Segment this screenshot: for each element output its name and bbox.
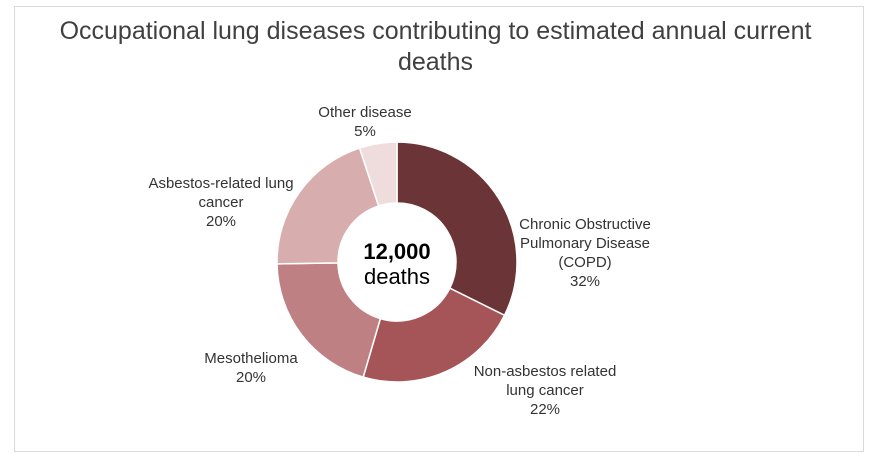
- slice-percent: 32%: [570, 273, 600, 290]
- slice-label-line: lung cancer: [506, 382, 584, 399]
- donut-slice-0: [396, 141, 518, 317]
- slice-percent: 20%: [206, 213, 236, 230]
- slice-label-line: Other disease: [318, 104, 411, 121]
- center-value: 12,000: [363, 239, 430, 264]
- slice-percent: 22%: [530, 401, 560, 418]
- slice-label-3: Asbestos-related lung cancer 20%: [148, 175, 293, 230]
- slice-label-0: Chronic Obstructive Pulmonary Disease (COP…: [519, 216, 651, 290]
- slice-label-line: Mesothelioma: [204, 350, 298, 367]
- donut-slice-3: [276, 147, 380, 265]
- donut-slice-4: [358, 141, 398, 207]
- slice-label-line: Chronic Obstructive: [519, 216, 651, 233]
- slice-label-2: Mesothelioma 20%: [204, 350, 298, 386]
- slice-label-4: Other disease 5%: [318, 104, 411, 140]
- slice-label-line: cancer: [198, 194, 243, 211]
- chart-title: Occupational lung diseases contributing …: [59, 17, 812, 76]
- donut-slice-2: [276, 262, 382, 379]
- slice-label-line: Asbestos-related lung: [148, 175, 293, 192]
- slice-percent: 5%: [354, 123, 376, 140]
- donut-slice-1: [362, 287, 506, 383]
- slice-label-line: Pulmonary Disease: [520, 235, 650, 252]
- slice-label-line: Non-asbestos related: [474, 363, 617, 380]
- center-unit: deaths: [364, 264, 430, 289]
- slice-percent: 20%: [236, 369, 266, 386]
- chart-frame: [14, 6, 864, 452]
- slice-label-line: (COPD): [558, 254, 611, 271]
- slice-label-1: Non-asbestos related lung cancer 22%: [474, 363, 617, 418]
